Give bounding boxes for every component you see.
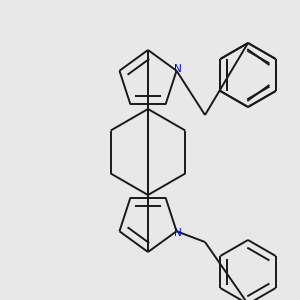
Text: N: N [174,228,182,238]
Text: N: N [174,64,182,74]
